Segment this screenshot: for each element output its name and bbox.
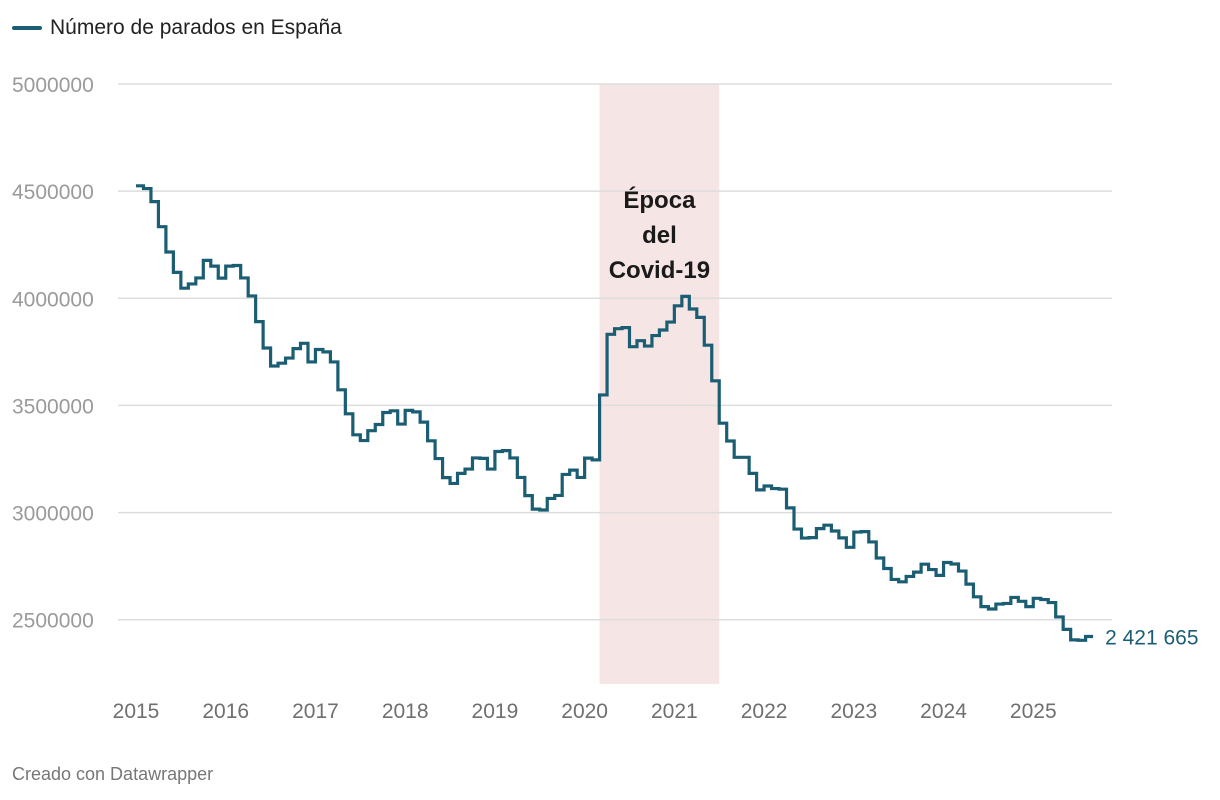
x-tick-label: 2023 — [830, 700, 877, 723]
series-line — [136, 184, 1094, 642]
y-tick-label: 5000000 — [12, 74, 94, 97]
covid-annotation-line: Época — [623, 186, 696, 214]
end-value-label: 2 421 665 — [1105, 627, 1198, 650]
legend: Número de parados en España — [12, 16, 342, 40]
legend-label: Número de parados en España — [50, 16, 342, 39]
footer-credit: Creado con Datawrapper — [12, 764, 214, 784]
covid-annotation-line: Covid-19 — [609, 257, 710, 284]
x-tick-label: 2018 — [382, 700, 429, 723]
x-tick-label: 2022 — [741, 700, 788, 723]
covid-annotation-line: del — [642, 222, 677, 249]
y-tick-label: 3000000 — [12, 503, 94, 526]
x-tick-label: 2025 — [1010, 700, 1057, 723]
legend-swatch — [12, 26, 42, 30]
x-tick-label: 2017 — [292, 700, 339, 723]
y-tick-label: 3500000 — [12, 395, 94, 418]
x-tick-label: 2019 — [472, 700, 519, 723]
covid-highlight-band — [599, 84, 720, 684]
x-tick-label: 2024 — [920, 700, 967, 723]
x-tick-label: 2020 — [561, 700, 608, 723]
y-tick-label: 4500000 — [12, 181, 94, 204]
y-tick-label: 2500000 — [12, 610, 94, 633]
x-tick-label: 2016 — [202, 700, 249, 723]
x-tick-label: 2015 — [113, 700, 160, 723]
y-tick-label: 4000000 — [12, 288, 94, 311]
x-tick-label: 2021 — [651, 700, 698, 723]
